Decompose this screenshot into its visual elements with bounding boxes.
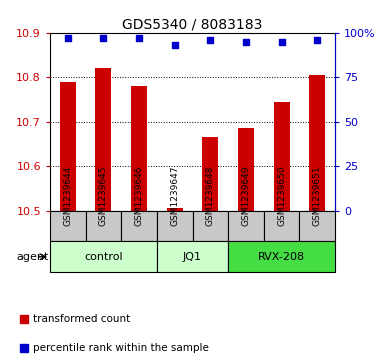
Bar (228, 211, 264, 241)
Text: GSM1239651: GSM1239651 (313, 165, 321, 226)
Text: control: control (84, 252, 123, 262)
Text: GSM1239645: GSM1239645 (99, 166, 108, 226)
Text: GSM1239647: GSM1239647 (170, 166, 179, 226)
Bar (300, 211, 335, 241)
Bar (157, 241, 228, 272)
Bar (273, 102, 290, 211)
Bar (131, 86, 147, 211)
Bar (238, 128, 254, 211)
Point (314, 37, 320, 43)
Point (172, 42, 178, 48)
Point (278, 38, 285, 44)
Bar (85, 211, 121, 241)
Title: GDS5340 / 8083183: GDS5340 / 8083183 (122, 17, 263, 32)
Text: transformed count: transformed count (33, 314, 131, 325)
Text: percentile rank within the sample: percentile rank within the sample (33, 343, 209, 354)
Text: GSM1239648: GSM1239648 (206, 166, 215, 226)
Text: GSM1239650: GSM1239650 (277, 165, 286, 226)
Bar (264, 211, 300, 241)
Bar (50, 211, 85, 241)
Bar (309, 75, 325, 211)
Bar (192, 211, 228, 241)
Bar (50, 241, 157, 272)
Bar (202, 137, 218, 211)
Bar (95, 68, 112, 211)
Bar (228, 241, 335, 272)
Text: GSM1239644: GSM1239644 (64, 166, 72, 226)
Point (207, 37, 213, 43)
Text: JQ1: JQ1 (183, 252, 202, 262)
Text: RVX-208: RVX-208 (258, 252, 305, 262)
Text: agent: agent (16, 252, 48, 262)
Text: GSM1239646: GSM1239646 (135, 166, 144, 226)
Text: GSM1239649: GSM1239649 (241, 166, 250, 226)
Point (100, 35, 107, 41)
Bar (157, 211, 192, 241)
Bar (121, 211, 157, 241)
Point (243, 38, 249, 44)
Bar (167, 208, 183, 211)
Point (136, 35, 142, 41)
Bar (60, 82, 76, 211)
Point (65, 35, 71, 41)
